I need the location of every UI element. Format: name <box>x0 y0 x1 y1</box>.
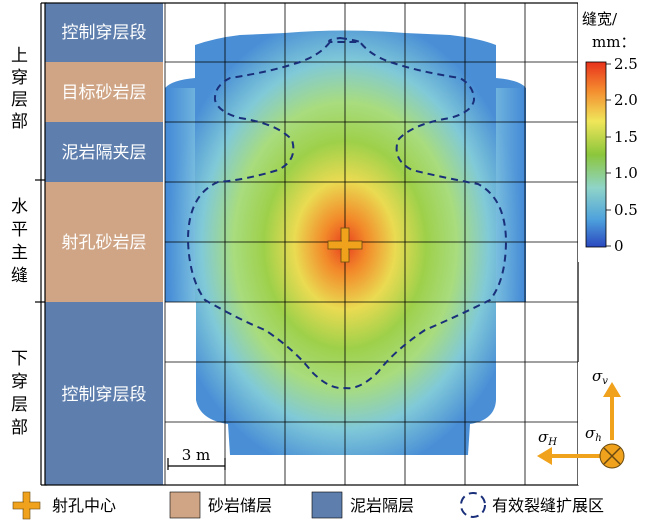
side-label-lower-2: 穿 <box>11 372 28 392</box>
sigma-v-arrow-head <box>603 382 621 397</box>
side-label-lower-4: 部 <box>11 418 28 438</box>
side-label-upper-2: 穿 <box>11 68 28 88</box>
sigma-H-arrow-head <box>537 447 552 465</box>
legend <box>0 487 650 522</box>
legend-effective-zone-label: 有效裂缝扩展区 <box>492 496 604 515</box>
colorbar-title-line1: 缝宽/ <box>582 10 618 28</box>
legend-mudstone-label: 泥岩隔层 <box>350 496 414 515</box>
sigma-h-label: σh <box>585 424 602 444</box>
effective-zone-contour <box>186 36 508 390</box>
perforation-center-marker <box>327 227 363 263</box>
colorbar-tick-1: 2.5 <box>614 55 638 73</box>
legend-sandstone-label: 砂岩储层 <box>208 496 272 515</box>
zone-label-3: 泥岩隔夹层 <box>62 143 147 163</box>
side-label-upper-4: 部 <box>11 112 28 132</box>
side-label-upper-3: 层 <box>11 90 28 110</box>
side-label-lower-1: 下 <box>11 349 28 369</box>
colorbar-tick-5: 0.5 <box>614 201 638 219</box>
legend-effective-zone-swatch <box>460 492 486 518</box>
sigma-v-label: σv <box>592 367 608 387</box>
zone-bar-1 <box>45 3 163 62</box>
side-label-lower-3: 层 <box>11 395 28 415</box>
zone-label-4: 射孔砂岩层 <box>62 233 147 253</box>
legend-perforation-label: 射孔中心 <box>52 496 116 515</box>
legend-mudstone-swatch <box>311 491 343 519</box>
fracture-edge-right <box>496 88 526 302</box>
colorbar-tick-4: 1.0 <box>614 164 638 182</box>
colorbar-tick-2: 2.0 <box>614 91 638 109</box>
fracture-edge-left <box>165 88 195 302</box>
zone-bar-5 <box>45 302 163 485</box>
zone-label-5: 控制穿层段 <box>62 385 147 405</box>
scale-bar <box>167 458 226 470</box>
scale-bar-label: 3 m <box>182 446 211 464</box>
stress-arrows <box>537 362 650 485</box>
side-label-middle-4: 缝 <box>11 266 28 286</box>
colorbar-tick-3: 1.5 <box>614 128 638 146</box>
legend-sandstone-swatch <box>169 491 201 519</box>
zone-bar-2 <box>45 62 163 122</box>
zone-label-1: 控制穿层段 <box>62 23 147 43</box>
legend-perforation-swatch <box>12 491 41 520</box>
sigma-H-label: σH <box>538 428 557 448</box>
zone-column <box>45 3 163 485</box>
side-label-middle-2: 平 <box>11 220 28 240</box>
side-label-middle-3: 主 <box>11 243 28 263</box>
colorbar-tick-6: 0 <box>614 237 624 255</box>
zone-label-2: 目标砂岩层 <box>62 83 147 103</box>
zone-bar-4 <box>45 182 163 302</box>
grid <box>164 3 578 485</box>
colorbar-gradient <box>585 61 607 248</box>
side-label-middle-1: 水 <box>11 197 28 217</box>
zone-bar-3 <box>45 122 163 182</box>
colorbar-title-line2: mm： <box>592 33 635 51</box>
colorbar <box>578 0 650 262</box>
side-label-upper-1: 上 <box>11 46 28 66</box>
